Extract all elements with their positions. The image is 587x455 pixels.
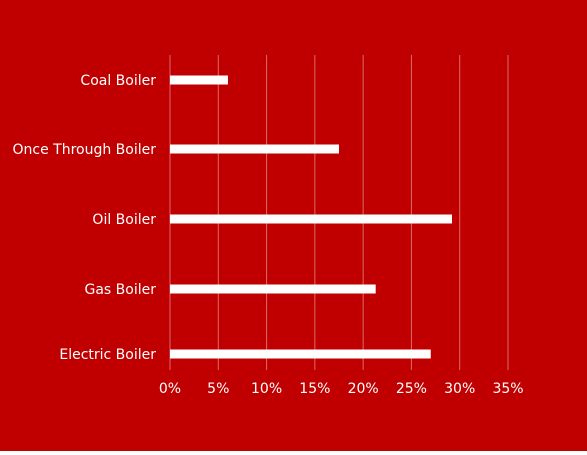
x-tick-label: 15% (299, 381, 330, 397)
category-label: Once Through Boiler (13, 142, 157, 158)
bar-once-through-boiler (170, 144, 339, 154)
category-label: Electric Boiler (59, 347, 156, 363)
category-label: Gas Boiler (85, 282, 157, 298)
bar-coal-boiler (170, 75, 228, 85)
category-labels: Coal Boiler Once Through Boiler Oil Boiler… (13, 73, 157, 363)
gridlines (169, 55, 509, 370)
category-label: Oil Boiler (92, 212, 156, 228)
x-tick-label: 10% (251, 381, 282, 397)
bar-electric-boiler (170, 349, 431, 359)
x-tick-label: 0% (159, 381, 181, 397)
x-tick-label: 5% (207, 381, 229, 397)
category-label: Coal Boiler (80, 73, 156, 89)
x-tick-label: 20% (348, 381, 379, 397)
bars (170, 75, 452, 359)
x-tick-label: 25% (396, 381, 427, 397)
x-tick-label: 30% (444, 381, 475, 397)
bar-oil-boiler (170, 214, 452, 224)
bar-gas-boiler (170, 284, 376, 294)
x-tick-label: 35% (492, 381, 523, 397)
x-tick-labels: 0% 5% 10% 15% 20% 25% 30% 35% (159, 381, 524, 397)
